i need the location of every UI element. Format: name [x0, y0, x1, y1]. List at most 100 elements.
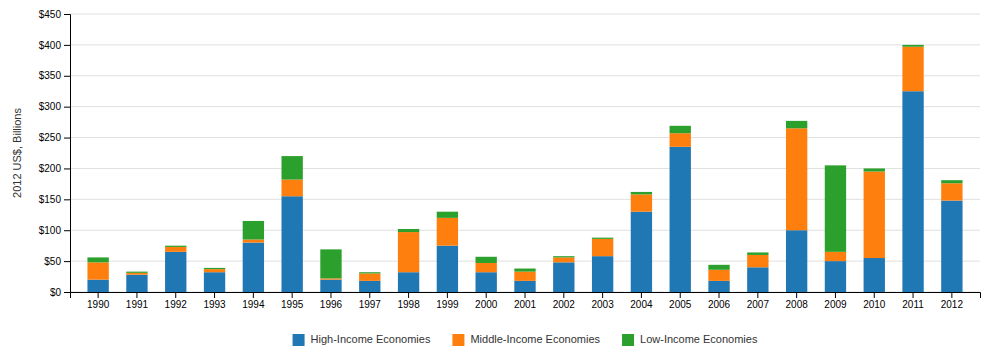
x-tick-mark [447, 292, 448, 298]
legend: High-Income Economies Middle-Income Econo… [293, 333, 758, 346]
x-tick-mark [175, 292, 176, 298]
x-tick-label: 2000 [475, 299, 498, 310]
x-tick-mark [563, 292, 564, 298]
bar [514, 272, 535, 281]
x-tick-mark [951, 292, 952, 298]
y-tick-mark [64, 292, 70, 293]
x-tick-mark [602, 292, 603, 298]
y-tick-mark [64, 107, 70, 108]
x-tick: 2005 [669, 292, 692, 310]
bar-series [87, 91, 962, 292]
y-tick-mark [64, 138, 70, 139]
bar [747, 255, 768, 267]
y-tick-label: $150 [39, 194, 62, 205]
bar [359, 272, 380, 273]
y-tick: $300 [39, 101, 70, 112]
y-tick: $350 [39, 70, 70, 81]
bar [398, 232, 419, 272]
bar [437, 246, 458, 292]
x-tick: 1991 [126, 292, 149, 310]
bar [786, 128, 807, 230]
x-tick: 2000 [475, 292, 498, 310]
bar [320, 278, 341, 279]
y-tick-label: $400 [39, 40, 62, 51]
x-tick-label: 2009 [824, 299, 847, 310]
bar [87, 280, 108, 292]
x-tick-label: 1992 [165, 299, 188, 310]
bar [825, 165, 846, 251]
bar [786, 121, 807, 128]
x-tick: 2011 [902, 292, 924, 310]
bar [902, 91, 923, 292]
x-tick-mark [330, 292, 331, 298]
bar [670, 147, 691, 292]
x-tick-mark [796, 292, 797, 298]
bar [708, 265, 729, 270]
x-tick: 2009 [824, 292, 847, 310]
grid-line [70, 14, 980, 15]
bar [941, 201, 962, 292]
x-tick-mark [641, 292, 642, 298]
x-tick: 2004 [630, 292, 653, 310]
x-axis: 1990199119921993199419951996199719981999… [71, 292, 981, 310]
bar [165, 247, 186, 252]
legend-item: Middle-Income Economies [452, 333, 600, 346]
legend-swatch [622, 334, 634, 346]
x-tick-mark [292, 292, 293, 298]
chart: $0$50$100$150$200$250$300$350$400$450199… [0, 0, 1000, 356]
bar-series [87, 45, 962, 279]
bar [514, 281, 535, 292]
x-tick: 1999 [436, 292, 459, 310]
x-tick-label: 1994 [242, 299, 265, 310]
x-tick-label: 2010 [863, 299, 886, 310]
x-tick-mark [719, 292, 720, 298]
bar [514, 269, 535, 272]
x-tick: 2007 [747, 292, 770, 310]
x-tick: 1990 [87, 292, 110, 310]
y-tick-mark [64, 45, 70, 46]
bar [204, 268, 225, 269]
bar [126, 272, 147, 273]
x-tick-label: 1999 [436, 299, 459, 310]
x-tick: 2012 [941, 292, 964, 310]
x-tick-mark [680, 292, 681, 298]
bar [553, 257, 574, 262]
x-tick: 1997 [359, 292, 382, 310]
y-tick: $450 [39, 9, 70, 20]
y-tick-mark [64, 230, 70, 231]
bar [126, 273, 147, 275]
y-tick-label: $0 [50, 287, 62, 298]
bar [87, 262, 108, 279]
x-tick-mark [913, 292, 914, 298]
x-tick-mark [136, 292, 137, 298]
y-tick: $250 [39, 132, 70, 143]
bar [281, 180, 302, 197]
x-tick-label: 1993 [203, 299, 226, 310]
y-tick: $150 [39, 194, 70, 205]
y-tick: $50 [44, 256, 70, 267]
grid-line [70, 44, 980, 45]
legend-item: High-Income Economies [293, 333, 431, 346]
bar [320, 249, 341, 278]
x-tick: 2003 [591, 292, 614, 310]
x-tick: 2001 [514, 292, 537, 310]
bar-series [87, 47, 962, 281]
bar [281, 196, 302, 292]
y-tick-label: $200 [39, 163, 62, 174]
y-tick-mark [64, 14, 70, 15]
bar [165, 246, 186, 247]
bar [902, 45, 923, 47]
x-tick-mark [369, 292, 370, 298]
y-tick: $400 [39, 40, 70, 51]
x-tick: 2002 [553, 292, 576, 310]
x-tick: 2006 [708, 292, 731, 310]
y-tick-label: $50 [44, 256, 61, 267]
x-tick: 2008 [786, 292, 809, 310]
bar [320, 280, 341, 292]
x-tick-mark [98, 292, 99, 298]
y-tick: $0 [50, 287, 70, 298]
bar [864, 258, 885, 292]
bar [476, 257, 497, 263]
x-tick-label: 2012 [941, 299, 964, 310]
bar [825, 252, 846, 261]
